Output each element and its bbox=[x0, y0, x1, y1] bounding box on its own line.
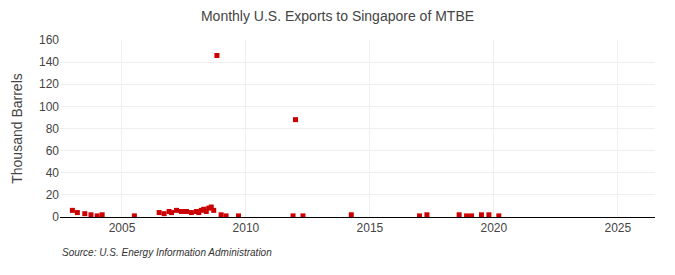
svg-text:Monthly U.S. Exports to Singap: Monthly U.S. Exports to Singapore of MTB… bbox=[201, 8, 474, 24]
svg-text:120: 120 bbox=[39, 77, 59, 91]
svg-text:0: 0 bbox=[52, 210, 59, 224]
svg-text:40: 40 bbox=[46, 166, 60, 180]
svg-text:2015: 2015 bbox=[357, 221, 384, 235]
svg-text:140: 140 bbox=[39, 55, 59, 69]
svg-text:160: 160 bbox=[39, 33, 59, 47]
svg-text:60: 60 bbox=[46, 144, 60, 158]
svg-text:80: 80 bbox=[46, 122, 60, 136]
svg-text:100: 100 bbox=[39, 100, 59, 114]
svg-text:2025: 2025 bbox=[604, 221, 631, 235]
svg-text:2005: 2005 bbox=[109, 221, 136, 235]
svg-text:Source: U.S. Energy Informatio: Source: U.S. Energy Information Administ… bbox=[62, 247, 272, 258]
svg-text:2010: 2010 bbox=[233, 221, 260, 235]
svg-text:2020: 2020 bbox=[480, 221, 507, 235]
svg-text:Thousand Barrels: Thousand Barrels bbox=[9, 73, 25, 184]
svg-text:20: 20 bbox=[46, 188, 60, 202]
